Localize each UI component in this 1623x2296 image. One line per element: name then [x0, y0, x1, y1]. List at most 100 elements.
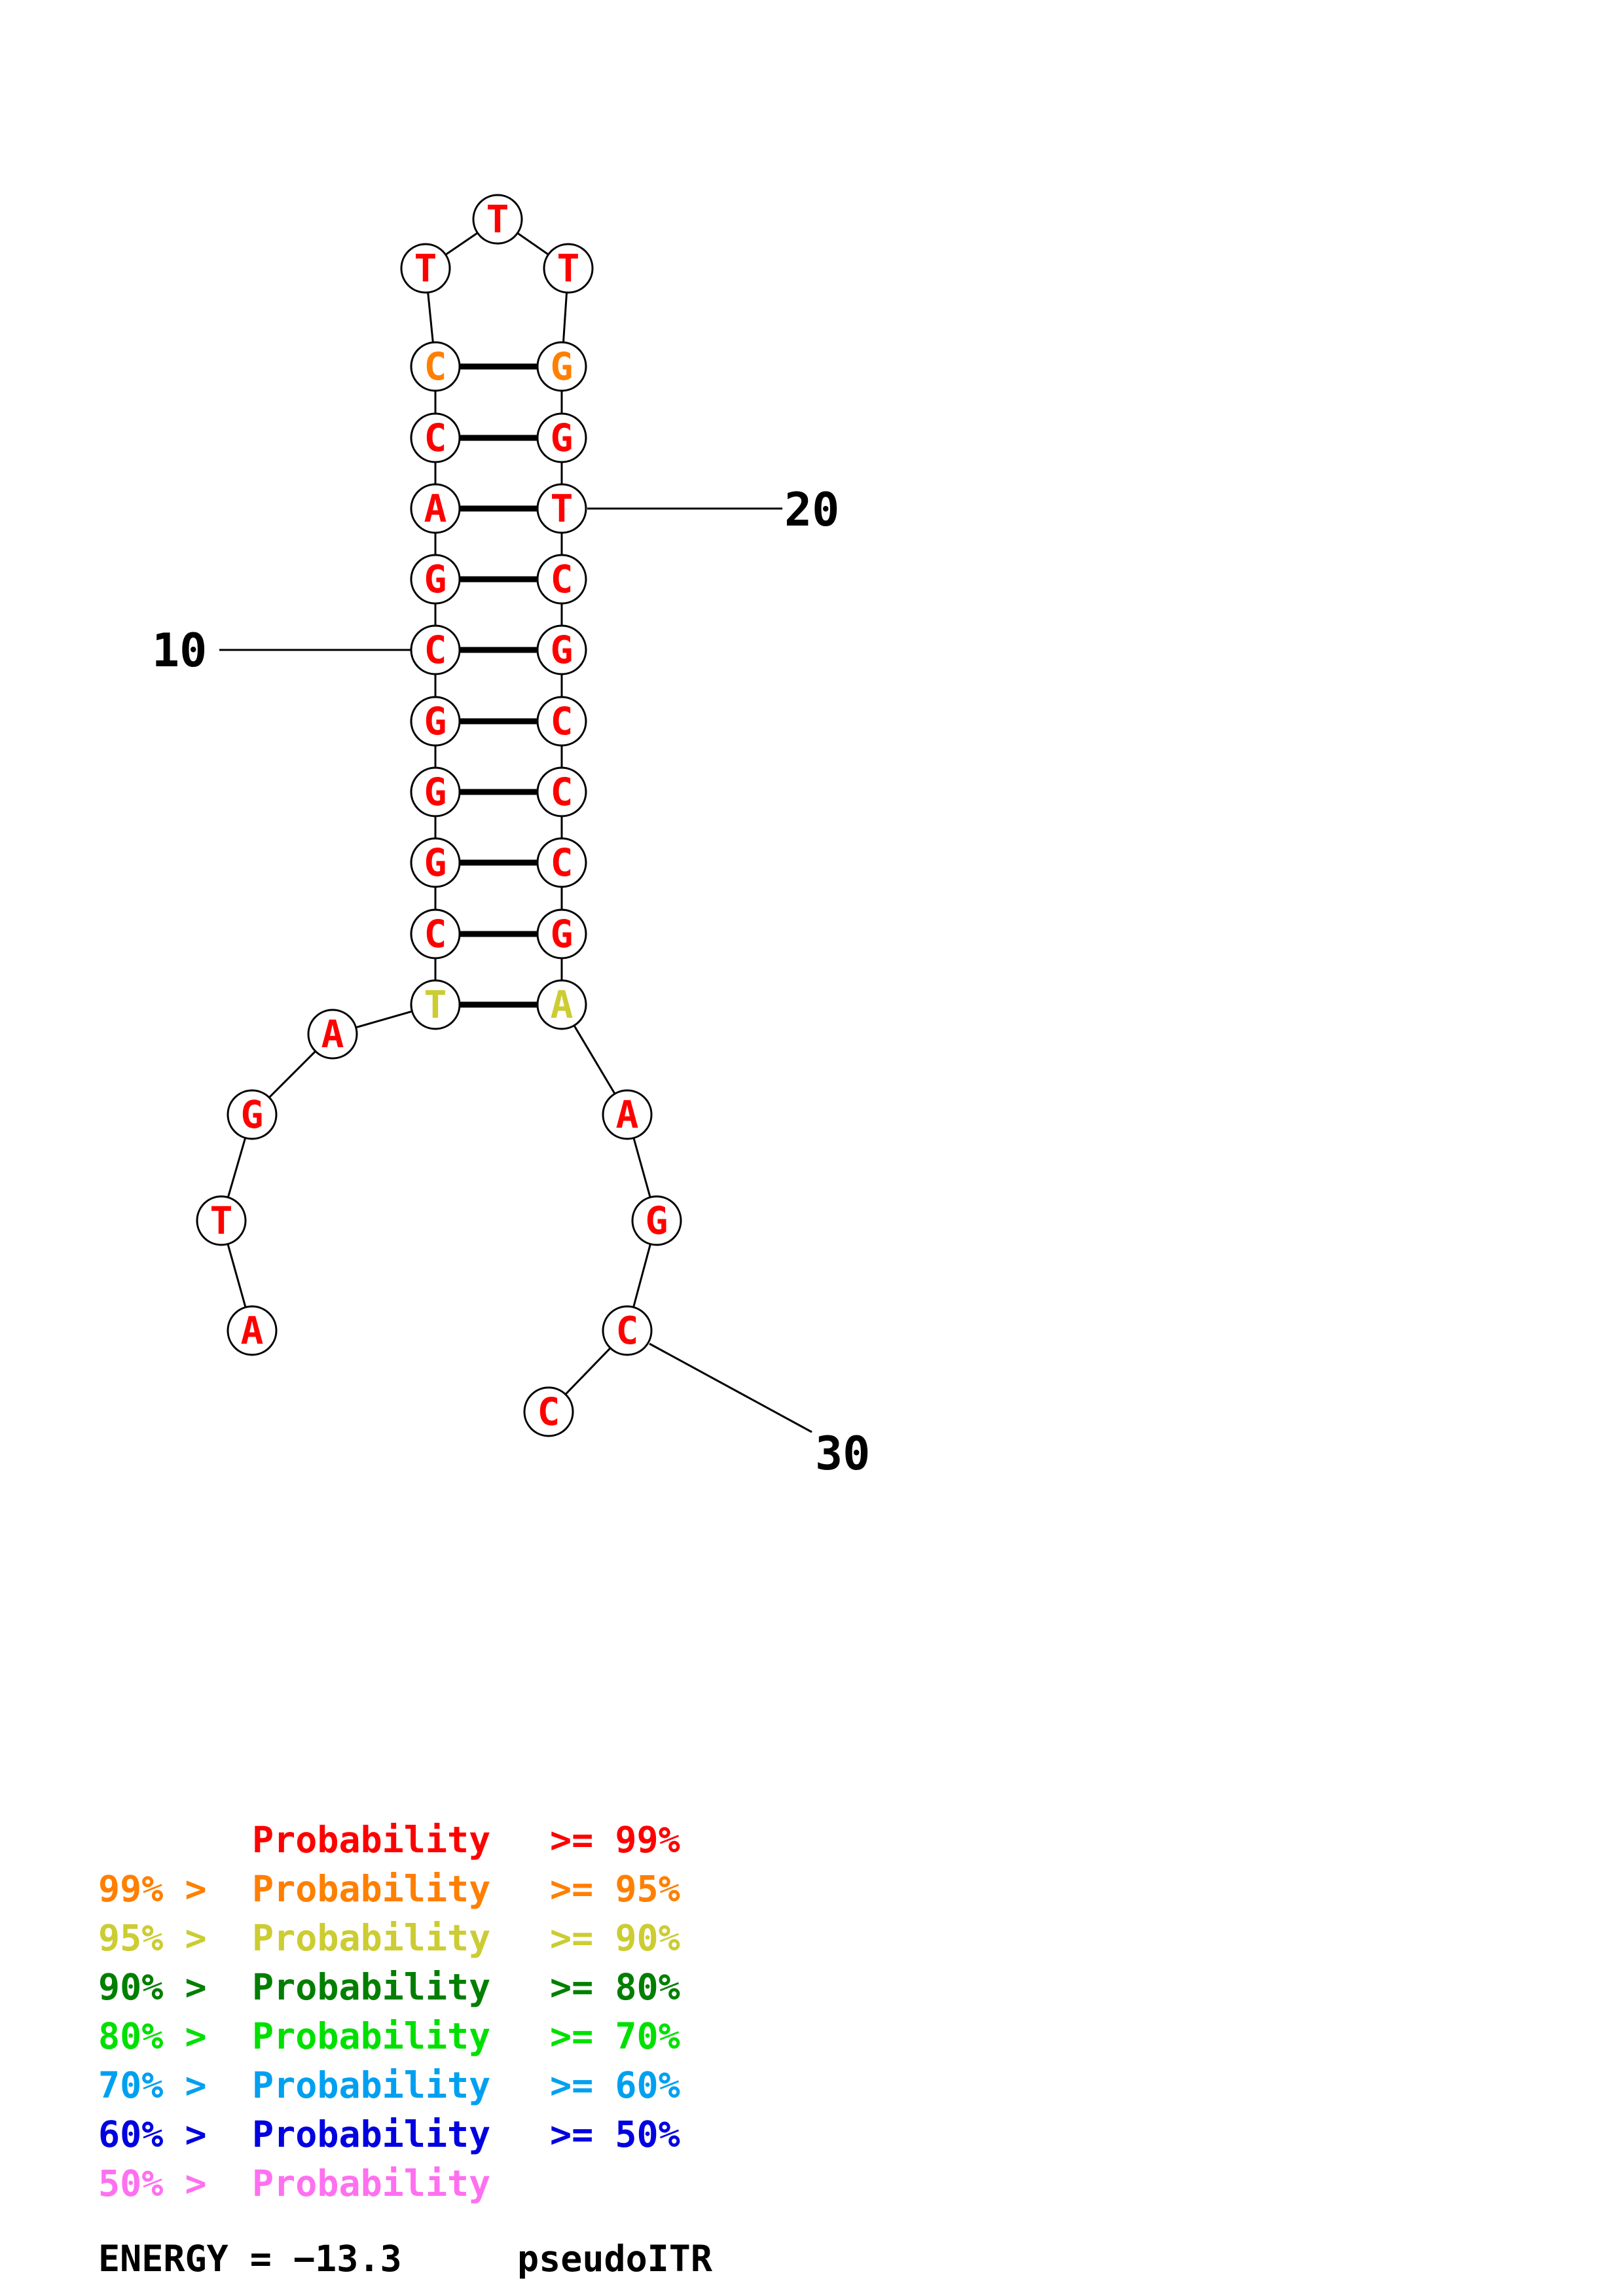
- position-label: 20: [784, 483, 839, 537]
- footer: ENERGY = −13.3 pseudoITR: [98, 2238, 713, 2280]
- nucleotide-circle: [536, 979, 587, 1030]
- nucleotide-base: A: [616, 1092, 639, 1137]
- nucleotide-base: A: [241, 1308, 264, 1353]
- nucleotide-base: C: [551, 557, 574, 601]
- nucleotide-base: G: [551, 344, 574, 389]
- nucleotide: A: [410, 483, 461, 534]
- legend-row: 99% > Probability >= 95%: [98, 1868, 680, 1910]
- nucleotide-circle: [410, 624, 461, 675]
- position-label-line: [649, 1342, 812, 1433]
- legend-mid: Probability: [252, 2113, 490, 2155]
- legend-right: >= 60%: [550, 2064, 680, 2106]
- nucleotide-base: T: [210, 1198, 233, 1243]
- nucleotide: T: [543, 243, 594, 294]
- nucleotide-circle: [410, 412, 461, 463]
- nucleotide-circle: [536, 554, 587, 605]
- nucleotide-circle: [536, 412, 587, 463]
- nucleotide-base: G: [424, 557, 447, 601]
- legend-mid: Probability: [252, 2015, 490, 2057]
- legend-left: 60% >: [98, 2113, 207, 2155]
- nucleotide: C: [410, 412, 461, 463]
- nucleotide-base: C: [551, 840, 574, 885]
- nucleotide-circle: [536, 696, 587, 747]
- nucleotide-base: G: [424, 770, 447, 814]
- nucleotide: G: [227, 1089, 278, 1140]
- nucleotide-circle: [536, 483, 587, 534]
- nucleotide-circle: [523, 1386, 574, 1437]
- nucleotide-circle: [400, 243, 451, 294]
- nucleotide-base: A: [424, 486, 447, 531]
- nucleotide-circle: [227, 1305, 278, 1356]
- nucleotide-base: G: [241, 1092, 264, 1137]
- nucleotide-base: T: [424, 982, 447, 1027]
- nucleotide-base: C: [616, 1308, 639, 1353]
- nucleotide-base: C: [551, 699, 574, 744]
- position-label-lines: [219, 507, 812, 1433]
- nucleotide: A: [536, 979, 587, 1030]
- nucleotide-circle: [227, 1089, 278, 1140]
- legend-row: Probability >= 99%: [252, 1819, 680, 1861]
- nucleotide-circle: [536, 837, 587, 888]
- base-pair-layer: [460, 363, 538, 1008]
- nucleotide: C: [536, 766, 587, 817]
- nucleotide-circle: [196, 1195, 247, 1246]
- nucleotide: T: [410, 979, 461, 1030]
- legend-mid: Probability: [252, 1819, 490, 1861]
- legend-mid: Probability: [252, 1917, 490, 1959]
- nucleotide-base: A: [321, 1012, 344, 1056]
- position-label: 30: [815, 1427, 870, 1480]
- position-label-layer: 10 20 30: [152, 483, 870, 1480]
- nucleotide-circle: [410, 766, 461, 817]
- nucleotide-circle: [536, 341, 587, 392]
- legend-row: 90% > Probability >= 80%: [98, 1966, 680, 2008]
- nucleotide: C: [523, 1386, 574, 1437]
- nucleotide-base: G: [551, 912, 574, 956]
- nucleotide: G: [536, 412, 587, 463]
- nucleotide: A: [227, 1305, 278, 1356]
- nucleotide-base: A: [551, 982, 574, 1027]
- nucleotide: G: [536, 341, 587, 392]
- nucleotide: C: [410, 908, 461, 960]
- nucleotide: C: [410, 624, 461, 675]
- nucleotide-circle: [410, 554, 461, 605]
- structure-name: pseudoITR: [517, 2238, 713, 2280]
- legend-row: 50% > Probability: [98, 2162, 490, 2204]
- legend-row: 60% > Probability >= 50%: [98, 2113, 680, 2155]
- nucleotide: C: [536, 554, 587, 605]
- nucleotide-circle: [410, 341, 461, 392]
- nucleotide-base: C: [424, 416, 447, 460]
- probability-legend: Probability >= 99%99% > Probability >= 95%9…: [98, 1819, 680, 2204]
- nucleotide-base: C: [424, 912, 447, 956]
- nucleotide-base: G: [551, 628, 574, 672]
- nucleotide-base: C: [538, 1390, 560, 1434]
- nucleotide: C: [536, 696, 587, 747]
- nucleotide-circle: [536, 624, 587, 675]
- nucleotide: G: [410, 837, 461, 888]
- nucleotide: A: [307, 1009, 358, 1060]
- legend-mid: Probability: [252, 2064, 490, 2106]
- nucleotide-circle: [536, 766, 587, 817]
- nucleotide-circle: [307, 1009, 358, 1060]
- nucleotide-base: T: [486, 197, 509, 242]
- nucleotide-base: T: [557, 246, 580, 291]
- nucleotide-circle: [410, 979, 461, 1030]
- nucleotide-base: C: [424, 628, 447, 672]
- nucleotide-circle: [410, 696, 461, 747]
- legend-row: 95% > Probability >= 90%: [98, 1917, 680, 1959]
- legend-mid: Probability: [252, 1868, 490, 1910]
- nucleotide-circle: [536, 908, 587, 960]
- nucleotide: T: [196, 1195, 247, 1246]
- nucleotide-base: G: [646, 1198, 668, 1243]
- legend-right: >= 95%: [550, 1868, 680, 1910]
- legend-right: >= 99%: [550, 1819, 680, 1861]
- nucleotide: G: [631, 1195, 682, 1246]
- nucleotide: T: [400, 243, 451, 294]
- nucleotide-base: G: [424, 840, 447, 885]
- nucleotide-circle: [543, 243, 594, 294]
- nucleotide: C: [602, 1305, 653, 1356]
- legend-left: 95% >: [98, 1917, 207, 1959]
- nucleotide: A: [602, 1089, 653, 1140]
- legend-left: 50% >: [98, 2162, 207, 2204]
- legend-left: 70% >: [98, 2064, 207, 2106]
- legend-right: >= 80%: [550, 1966, 680, 2008]
